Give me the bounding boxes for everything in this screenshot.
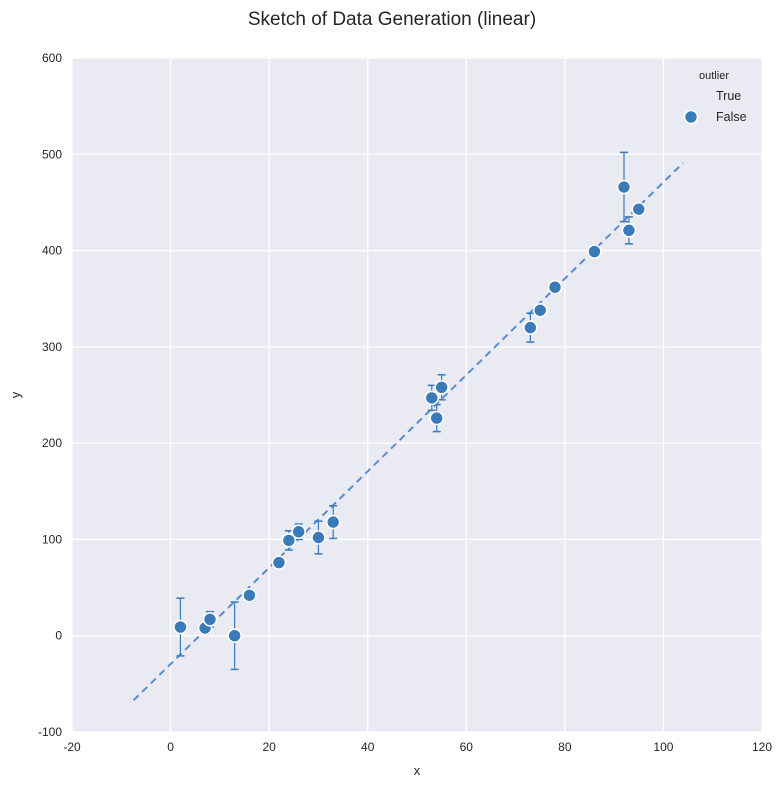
y-tick-label: 400 — [42, 244, 62, 258]
legend-marker-false — [683, 109, 699, 125]
legend: outlier True False — [683, 70, 747, 125]
data-point — [325, 514, 341, 530]
y-tick-label: -100 — [38, 725, 62, 739]
data-point — [434, 379, 449, 395]
y-axis-label: y — [8, 391, 23, 398]
data-point — [242, 587, 257, 603]
data-point — [227, 628, 242, 644]
legend-label-true: True — [716, 89, 741, 103]
x-tick-label: 120 — [752, 740, 772, 754]
data-point — [621, 223, 637, 238]
data-point — [424, 390, 440, 406]
x-tick-label: 100 — [653, 740, 673, 754]
plot-background — [72, 58, 762, 732]
data-point — [271, 555, 287, 570]
data-point — [631, 201, 647, 217]
data-point — [532, 302, 548, 318]
legend-label-false: False — [716, 110, 747, 124]
x-tick-label: 20 — [262, 740, 276, 754]
y-tick-label: 0 — [55, 629, 62, 643]
x-axis-label: x — [414, 763, 421, 778]
plot-area: -20 0 20 40 60 80 100 120 -100 0 100 200 300 400 500 60… — [38, 51, 772, 754]
y-tick-label: 300 — [42, 340, 62, 354]
data-point — [281, 533, 297, 548]
y-tick-label: 600 — [42, 51, 62, 65]
chart-title: Sketch of Data Generation (linear) — [248, 9, 536, 30]
x-tick-label: 40 — [361, 740, 375, 754]
y-tick-label: 500 — [42, 147, 62, 161]
y-tick-label: 200 — [42, 436, 62, 450]
y-tick-label: 100 — [42, 532, 62, 546]
data-point — [173, 619, 188, 635]
data-point — [547, 279, 563, 295]
data-point — [429, 410, 445, 426]
data-point — [587, 244, 602, 259]
data-point — [523, 320, 538, 335]
x-tick-label: -20 — [63, 740, 81, 754]
x-tick-label: 60 — [460, 740, 474, 754]
legend-title: outlier — [699, 70, 729, 82]
data-point — [202, 612, 218, 627]
x-tick-label: 0 — [167, 740, 174, 754]
data-point — [291, 524, 307, 540]
data-point — [616, 179, 632, 195]
data-point — [311, 530, 326, 545]
x-tick-label: 80 — [558, 740, 572, 754]
